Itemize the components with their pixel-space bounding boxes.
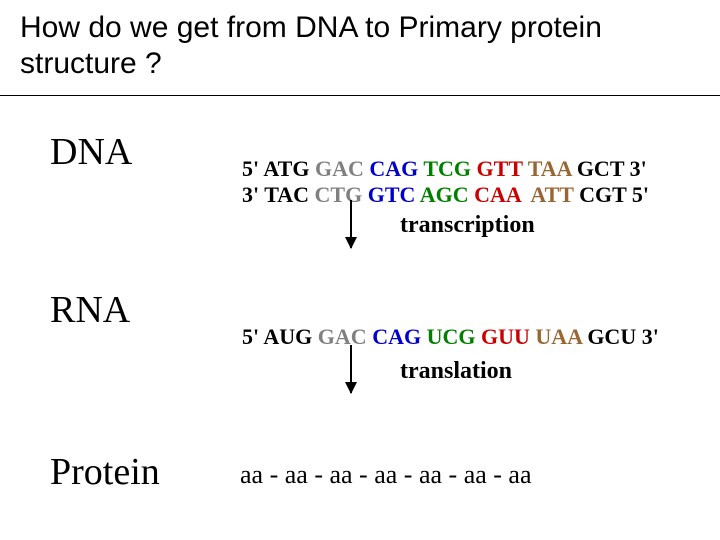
translation-arrow xyxy=(350,345,352,393)
rna-c1: AUG xyxy=(263,324,317,349)
transcription-label: transcription xyxy=(400,212,535,239)
rna-c5: GUU xyxy=(481,324,535,349)
protein-sequence: aa - aa - aa - aa - aa - aa - aa xyxy=(240,460,532,490)
dna-bot-tail: 5' xyxy=(632,182,649,207)
rna-lead: 5' xyxy=(242,324,263,349)
rna-c2: GAC xyxy=(318,324,372,349)
translation-label: translation xyxy=(400,358,512,385)
dna-bot-c1: TAC xyxy=(264,182,314,207)
dna-bot-c7: CGT xyxy=(579,182,632,207)
transcription-arrow xyxy=(350,200,352,248)
rna-c4: UCG xyxy=(427,324,481,349)
rna-c6: UAA xyxy=(535,324,587,349)
dna-bot-c5: CAA xyxy=(474,182,530,207)
slide-title: How do we get from DNA to Primary protei… xyxy=(20,10,700,82)
slide: How do we get from DNA to Primary protei… xyxy=(0,0,720,540)
rna-c3: CAG xyxy=(372,324,426,349)
dna-label: DNA xyxy=(50,130,132,174)
dna-bot-lead: 3' xyxy=(242,182,264,207)
rna-tail: 3' xyxy=(642,324,659,349)
title-underline xyxy=(0,95,720,96)
dna-bot-c6: ATT xyxy=(530,182,579,207)
rna-label: RNA xyxy=(50,288,130,332)
protein-label: Protein xyxy=(50,450,160,494)
dna-bot-c3: GTC xyxy=(368,182,420,207)
dna-bot-c2: CTG xyxy=(315,182,368,207)
rna-c7: GCU xyxy=(587,324,641,349)
dna-bot-c4: AGC xyxy=(420,182,474,207)
